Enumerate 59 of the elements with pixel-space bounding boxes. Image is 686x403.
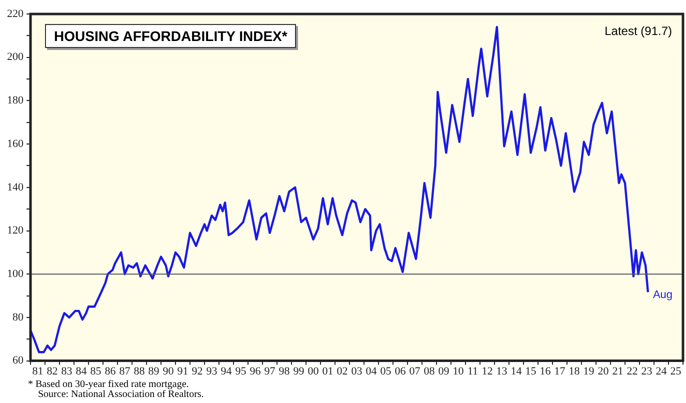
y-tick-label: 80 xyxy=(12,311,24,324)
x-tick-label: 14 xyxy=(510,365,522,378)
y-tick-label: 100 xyxy=(7,268,24,280)
text: HOUSING AFFORDABILITY INDEX* xyxy=(45,24,296,48)
x-tick-label: 89 xyxy=(148,365,160,378)
x-tick-label: 02 xyxy=(336,365,348,378)
x-tick-label: 96 xyxy=(250,365,262,378)
x-tick-label: 83 xyxy=(61,365,73,378)
text: * Based on 30-year fixed rate mortgage. xyxy=(28,379,190,390)
x-tick-label: 82 xyxy=(46,365,58,378)
x-tick-label: 09 xyxy=(438,365,450,378)
x-tick-label: 07 xyxy=(409,365,421,378)
y-tick-label: 160 xyxy=(7,138,24,150)
x-tick-label: 23 xyxy=(641,365,653,378)
x-tick-label: 90 xyxy=(162,365,174,378)
x-tick-label: 22 xyxy=(626,365,638,378)
x-tick-label: 04 xyxy=(366,365,378,378)
x-tick-label: 06 xyxy=(394,365,406,378)
x-tick-label: 00 xyxy=(308,365,320,378)
x-tick-label: 08 xyxy=(424,365,436,378)
x-tick-label: 84 xyxy=(76,365,88,378)
x-tick-label: 25 xyxy=(670,365,682,378)
x-tick-label: 03 xyxy=(351,365,363,378)
x-tick-label: 86 xyxy=(104,365,116,378)
x-tick-label: 15 xyxy=(525,365,537,378)
x-tick-label: 17 xyxy=(554,365,566,378)
x-tick-label: 10 xyxy=(452,365,464,378)
y-tick-label: 140 xyxy=(7,181,24,194)
x-tick-label: 97 xyxy=(264,365,276,378)
x-tick-label: 88 xyxy=(134,365,146,378)
y-tick-label: 60 xyxy=(12,354,24,367)
x-tick-label: 81 xyxy=(32,365,44,378)
x-tick-label: 19 xyxy=(583,365,595,378)
x-tick-label: 99 xyxy=(293,365,305,378)
x-tick-label: 24 xyxy=(656,365,668,378)
x-tick-label: 95 xyxy=(235,365,247,378)
y-tick-label: 220 xyxy=(7,8,24,20)
x-tick-label: 20 xyxy=(598,365,610,378)
x-tick-label: 92 xyxy=(192,365,203,378)
x-tick-label: 85 xyxy=(90,365,102,378)
annotation: Aug xyxy=(652,289,673,302)
y-tick-label: 200 xyxy=(7,51,24,64)
x-tick-label: 01 xyxy=(322,365,334,378)
annotation: Latest (91.7) xyxy=(604,24,672,38)
source-note: Source: National Association of Realtors. xyxy=(37,389,204,400)
x-tick-label: 12 xyxy=(482,365,493,378)
y-tick-label: 120 xyxy=(7,224,24,237)
x-tick-label: 91 xyxy=(177,365,188,378)
x-tick-label: 18 xyxy=(568,365,580,378)
x-tick-label: 98 xyxy=(278,365,290,378)
x-tick-label: 87 xyxy=(119,365,131,378)
x-tick-label: 16 xyxy=(540,365,552,378)
x-tick-label: 94 xyxy=(220,365,232,378)
x-tick-label: 93 xyxy=(206,365,218,378)
x-tick-label: 21 xyxy=(612,365,624,378)
y-tick-label: 180 xyxy=(7,94,24,107)
x-tick-label: 05 xyxy=(380,365,392,378)
x-tick-label: 11 xyxy=(467,365,478,378)
x-tick-label: 13 xyxy=(496,365,508,378)
